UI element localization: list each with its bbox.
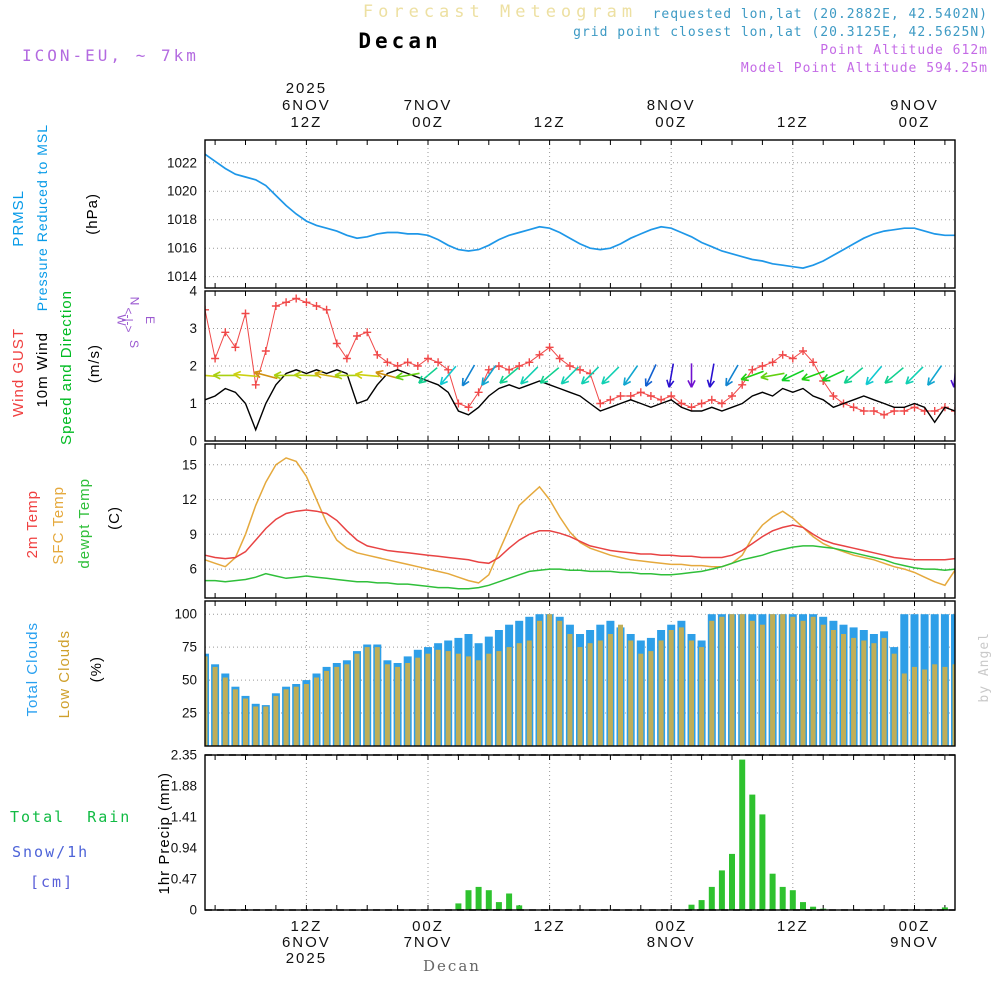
svg-text:00Z: 00Z <box>655 114 687 131</box>
svg-text:75: 75 <box>182 640 197 655</box>
svg-text:12Z: 12Z <box>777 918 809 935</box>
location-info: requested lon,lat (20.2882E, 42.5402N) g… <box>573 6 988 78</box>
svg-text:12Z: 12Z <box>290 114 322 131</box>
svg-text:9NOV: 9NOV <box>890 97 939 114</box>
station-name: Decan <box>358 29 442 53</box>
grid-coords: grid point closest lon,lat (20.3125E, 42… <box>573 25 988 40</box>
svg-text:0.94: 0.94 <box>171 841 198 856</box>
svg-text:6NOV: 6NOV <box>282 97 331 114</box>
svg-text:00Z: 00Z <box>899 918 931 935</box>
svg-text:100: 100 <box>174 607 197 622</box>
svg-text:9NOV: 9NOV <box>890 934 939 951</box>
model-point-altitude: Model Point Altitude 594.25m <box>740 61 988 76</box>
svg-text:7NOV: 7NOV <box>404 934 453 951</box>
snow-label: Snow/1h <box>12 843 90 861</box>
svg-text:00Z: 00Z <box>412 918 444 935</box>
svg-text:00Z: 00Z <box>655 918 687 935</box>
svg-text:1018: 1018 <box>167 212 197 227</box>
cm-unit-label: [cm] <box>30 873 75 891</box>
svg-text:12Z: 12Z <box>290 918 322 935</box>
svg-text:4: 4 <box>189 284 197 299</box>
svg-text:12: 12 <box>182 492 197 507</box>
watermark-credit: by Angel <box>977 632 992 703</box>
svg-text:1020: 1020 <box>167 184 197 199</box>
requested-coords: requested lon,lat (20.2882E, 42.5402N) <box>652 7 988 22</box>
svg-text:7NOV: 7NOV <box>404 97 453 114</box>
svg-text:2025: 2025 <box>286 950 327 967</box>
svg-text:8NOV: 8NOV <box>647 97 696 114</box>
svg-text:9: 9 <box>189 527 197 542</box>
svg-text:3: 3 <box>189 321 197 336</box>
svg-text:00Z: 00Z <box>899 114 931 131</box>
svg-text:25: 25 <box>182 706 197 721</box>
svg-text:12Z: 12Z <box>777 114 809 131</box>
svg-text:2.35: 2.35 <box>171 748 197 763</box>
svg-text:6NOV: 6NOV <box>282 934 331 951</box>
svg-text:0: 0 <box>189 434 197 449</box>
footer-station-name: Decan <box>423 957 481 975</box>
svg-text:00Z: 00Z <box>412 114 444 131</box>
svg-text:1: 1 <box>189 396 197 411</box>
point-altitude: Point Altitude 612m <box>820 43 988 58</box>
svg-text:15: 15 <box>182 457 197 472</box>
svg-text:12Z: 12Z <box>534 114 566 131</box>
svg-text:1016: 1016 <box>167 241 197 256</box>
total-rain-label: Total Rain <box>10 808 132 826</box>
svg-text:2025: 2025 <box>286 80 327 97</box>
svg-text:1.88: 1.88 <box>171 779 197 794</box>
svg-text:0: 0 <box>189 903 197 918</box>
page-title: Forecast Meteogram <box>362 2 638 22</box>
svg-text:50: 50 <box>182 673 197 688</box>
svg-text:6: 6 <box>189 562 197 577</box>
svg-text:1014: 1014 <box>167 269 198 284</box>
model-label: ICON-EU, ~ 7km <box>22 46 199 65</box>
svg-text:1022: 1022 <box>167 155 197 170</box>
svg-text:0.47: 0.47 <box>171 872 197 887</box>
svg-text:1.41: 1.41 <box>171 810 197 825</box>
svg-text:2: 2 <box>189 359 197 374</box>
svg-text:12Z: 12Z <box>534 918 566 935</box>
svg-text:8NOV: 8NOV <box>647 934 696 951</box>
